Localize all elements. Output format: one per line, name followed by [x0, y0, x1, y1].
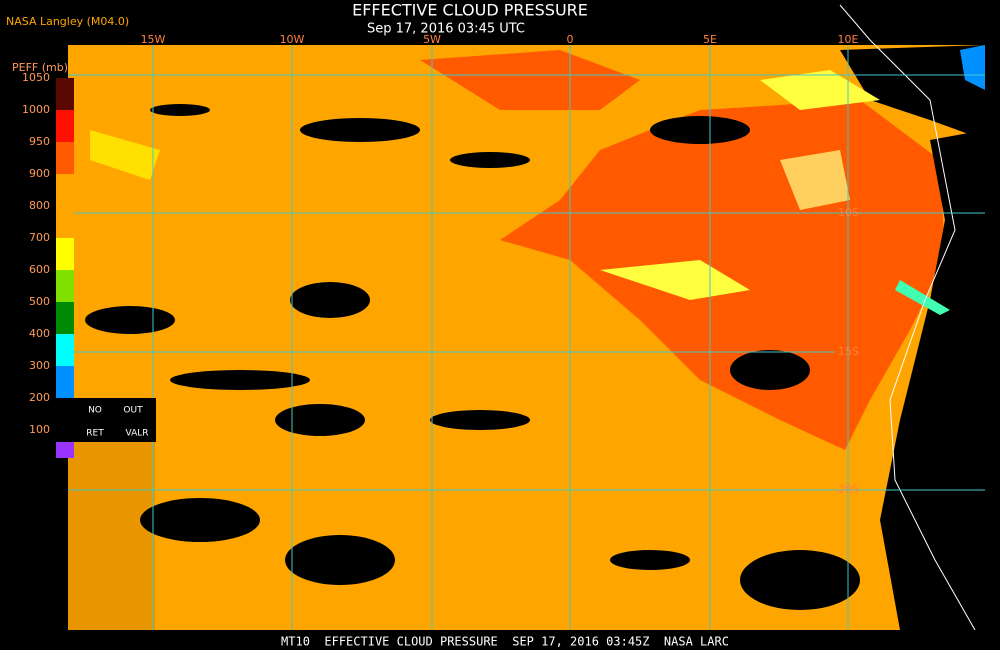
- legend-text: OUT: [123, 406, 143, 416]
- colorbar-segment: [56, 206, 74, 238]
- title: EFFECTIVE CLOUD PRESSURE: [352, 1, 588, 20]
- colorbar-tick-label: 1050: [22, 71, 50, 84]
- colorbar-tick-label: 500: [29, 295, 50, 308]
- colorbar-tick-label: 600: [29, 263, 50, 276]
- colorbar-tick-label: 700: [29, 231, 50, 244]
- lon-label: 0: [567, 33, 574, 46]
- colorbar: 1050 1000 950 900 800 700 600 500 400 300 200 100: [22, 71, 74, 458]
- colorbar-tick-label: 800: [29, 199, 50, 212]
- colorbar-segment: [56, 238, 74, 270]
- colorbar-segment: [56, 110, 74, 142]
- colorbar-tick-label: 400: [29, 327, 50, 340]
- lat-label: 10S: [838, 206, 859, 219]
- lat-labels: 10S 15S 20S: [838, 206, 859, 496]
- graticule: [68, 45, 985, 630]
- colorbar-tick-label: 900: [29, 167, 50, 180]
- colorbar-segment: [56, 366, 74, 398]
- lat-label: 20S: [838, 483, 859, 496]
- colorbar-label: PEFF (mb): [12, 61, 68, 74]
- legend-text: RET: [86, 429, 104, 439]
- imagery: [68, 4, 985, 631]
- colorbar-tick-label: 100: [29, 423, 50, 436]
- lat-label: 15S: [838, 345, 859, 358]
- lon-label: 10W: [280, 33, 305, 46]
- legend-text: NO: [88, 406, 102, 416]
- colorbar-segment: [56, 78, 74, 110]
- colorbar-segment: [56, 174, 74, 206]
- legend-box: NO RET OUT VALR: [56, 398, 156, 442]
- colorbar-tick-label: 300: [29, 359, 50, 372]
- colorbar-tick-label: 950: [29, 135, 50, 148]
- lon-labels: 15W 10W 5W 0 5E 10E: [141, 33, 859, 46]
- lon-label: 5W: [423, 33, 441, 46]
- subtitle: Sep 17, 2016 03:45 UTC: [367, 22, 525, 37]
- lon-label: 5E: [703, 33, 717, 46]
- colorbar-segment: [56, 270, 74, 302]
- colorbar-tick-label: 200: [29, 391, 50, 404]
- legend-text: VALR: [125, 429, 148, 439]
- source: NASA Langley (M04.0): [6, 15, 129, 28]
- colorbar-segment: [56, 142, 74, 174]
- lon-label: 15W: [141, 33, 166, 46]
- colorbar-tick-label: 1000: [22, 103, 50, 116]
- lon-label: 10E: [838, 33, 859, 46]
- footer: MT10 EFFECTIVE CLOUD PRESSURE SEP 17, 20…: [281, 635, 729, 649]
- colorbar-segment: [56, 334, 74, 366]
- colorbar-segment: [56, 302, 74, 334]
